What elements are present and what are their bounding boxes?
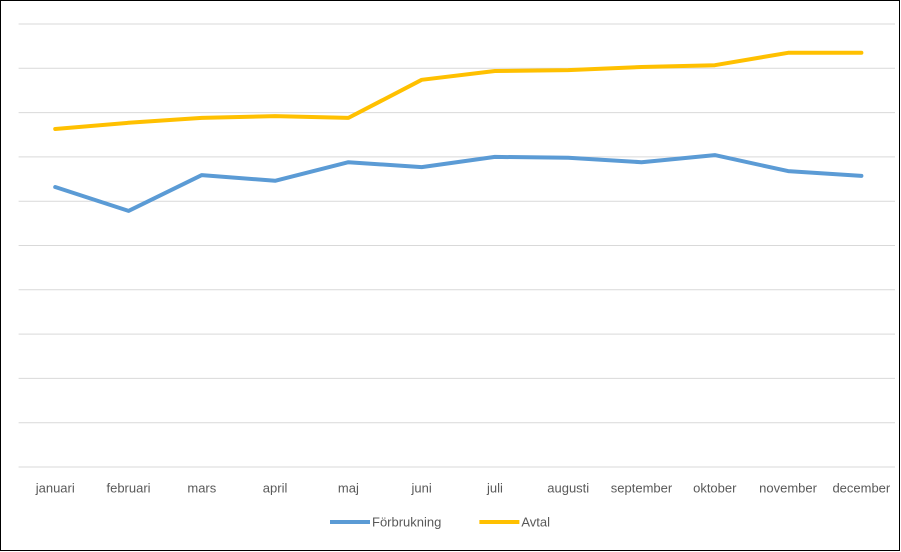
x-tick-label: oktober: [693, 480, 737, 495]
x-tick-label: april: [263, 480, 288, 495]
x-tick-label: februari: [106, 480, 150, 495]
x-tick-label: augusti: [547, 480, 589, 495]
series-line: [53, 153, 864, 213]
legend-label: Avtal: [521, 514, 550, 529]
x-tick-label: november: [759, 480, 817, 495]
series-line: [53, 50, 864, 131]
x-tick-label: maj: [338, 480, 359, 495]
x-tick-label: mars: [187, 480, 216, 495]
x-tick-label: september: [611, 480, 673, 495]
x-tick-label: januari: [35, 480, 75, 495]
legend-label: Förbrukning: [372, 514, 441, 529]
x-tick-label: juli: [486, 480, 503, 495]
x-tick-label: juni: [411, 480, 432, 495]
x-tick-label: december: [832, 480, 890, 495]
